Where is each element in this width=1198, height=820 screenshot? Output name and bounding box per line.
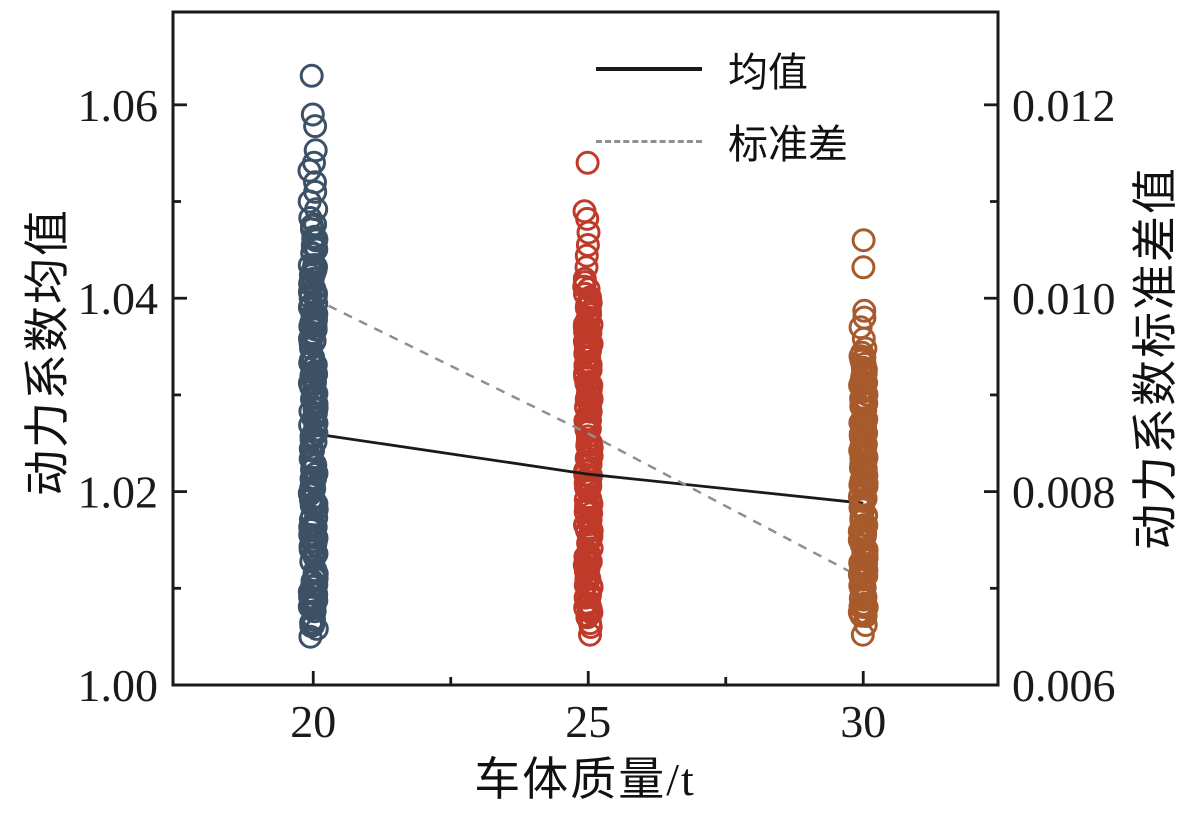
scatter-point <box>853 613 878 637</box>
plot-border <box>171 10 1000 687</box>
x-tick-label: 30 <box>840 696 886 747</box>
left-tick-label: 1.04 <box>78 273 159 324</box>
mean-line-sample-icon <box>596 67 702 71</box>
scatter-point <box>304 228 329 253</box>
right-tick-label: 0.010 <box>1012 273 1116 324</box>
scatter-point <box>575 206 600 231</box>
x-tick-label: 25 <box>565 696 611 747</box>
scatter-point <box>576 220 601 245</box>
legend: 均值 标准差 <box>596 40 848 170</box>
left-tick-label: 1.00 <box>78 660 159 711</box>
scatter-point <box>575 603 600 628</box>
legend-entry-mean: 均值 <box>596 40 848 98</box>
legend-label-std: 标准差 <box>728 122 848 167</box>
scatter-point <box>300 387 324 412</box>
right-tick-label: 0.012 <box>1012 80 1116 131</box>
scatter-point <box>299 595 324 620</box>
left-tick-label: 1.02 <box>78 467 159 518</box>
left-tick-label: 1.06 <box>78 80 159 131</box>
std-line <box>312 297 864 580</box>
scatter-point <box>579 524 604 549</box>
scatter-point <box>852 298 877 323</box>
scatter-point <box>304 461 329 486</box>
scatter-point <box>572 266 597 291</box>
scatter-point <box>302 476 327 501</box>
scatter-point <box>575 150 600 175</box>
scatter-point <box>578 615 603 639</box>
x-tick-label: 20 <box>290 696 336 747</box>
legend-entry-std: 标准差 <box>596 112 848 170</box>
scatter-point <box>572 274 597 299</box>
std-line-sample-icon <box>596 139 702 143</box>
scatter-point <box>302 607 326 632</box>
scatter-point <box>299 610 324 635</box>
scatter-point <box>851 228 876 253</box>
scatter-point <box>298 624 323 649</box>
scatter-point <box>303 529 328 554</box>
scatter-point <box>297 189 322 214</box>
legend-label-mean: 均值 <box>728 50 808 95</box>
scatter-point <box>579 501 604 526</box>
right-tick-label: 0.008 <box>1012 467 1116 518</box>
scatter-point <box>297 158 322 183</box>
scatter-point <box>851 326 876 351</box>
right-tick-label: 0.006 <box>1012 660 1116 711</box>
x-axis-title: 车体质量/t <box>474 754 696 805</box>
scatter-point <box>303 114 328 139</box>
scatter-point <box>853 600 878 625</box>
scatter-point <box>300 213 324 238</box>
scatter-point <box>300 102 325 127</box>
scatter-point <box>848 344 873 369</box>
mean-line <box>313 432 864 505</box>
scatter-point <box>851 255 876 280</box>
scatter-point <box>574 243 599 268</box>
scatter-point <box>299 63 324 88</box>
